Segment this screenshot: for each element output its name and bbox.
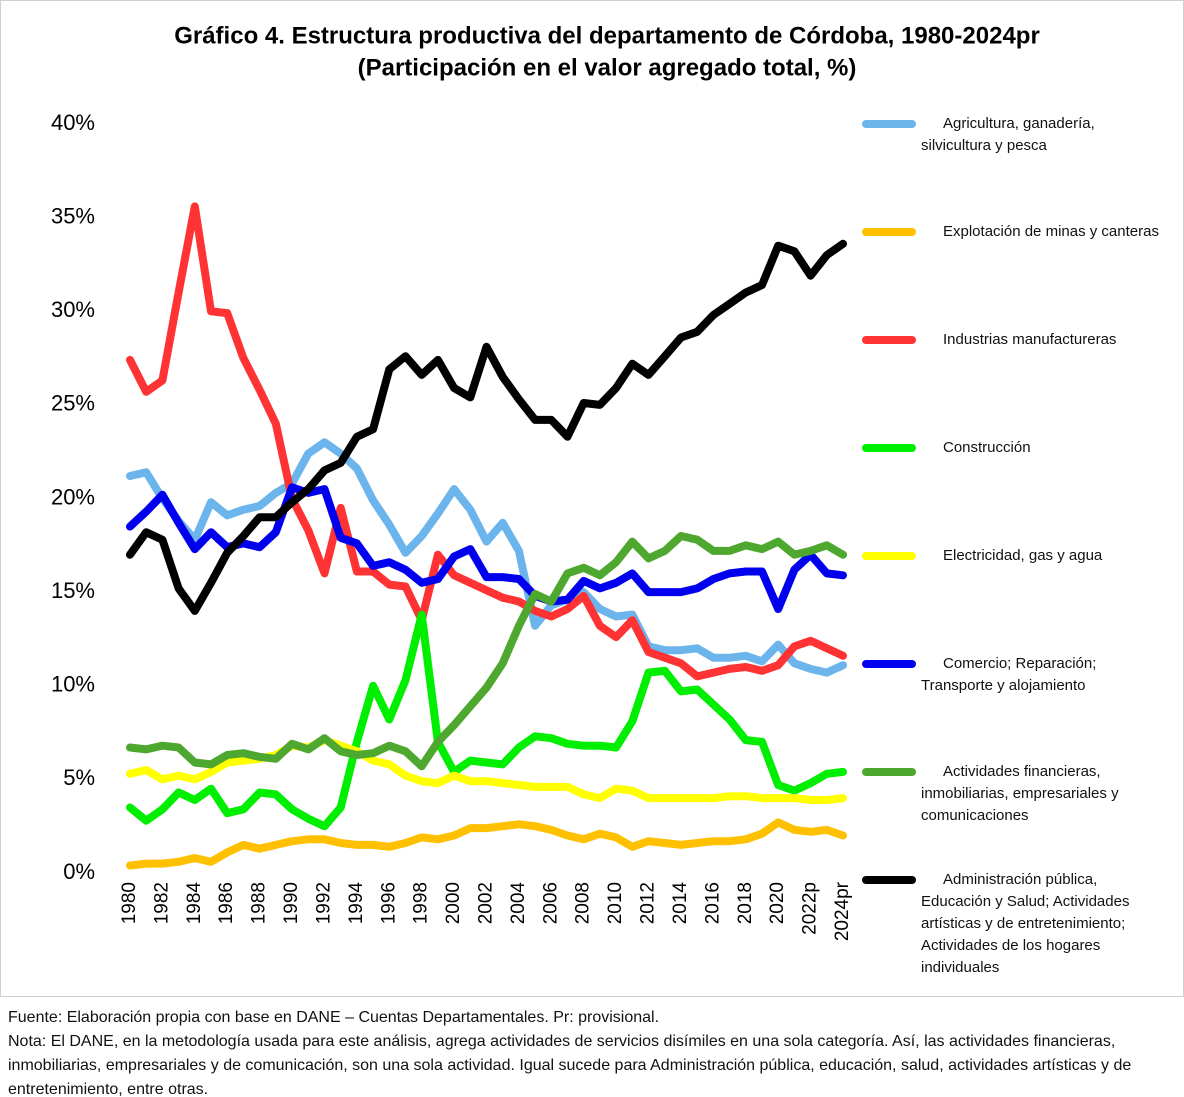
x-tick-label: 1992 [313,882,334,924]
y-tick-label: 30% [51,297,95,322]
chart-subtitle: (Participación en el valor agregado tota… [358,54,857,81]
x-tick-label: 2012 [638,882,659,924]
footnotes: Fuente: Elaboración propia con base en D… [8,1006,1178,1097]
x-tick-label: 1990 [281,882,302,924]
x-tick-label: 2018 [735,882,756,924]
x-tick-label: 1986 [216,882,237,924]
y-tick-label: 5% [63,765,95,790]
y-tick-label: 0% [63,859,95,884]
y-tick-label: 10% [51,672,95,697]
y-tick-label: 20% [51,484,95,509]
x-tick-label: 2000 [443,882,464,924]
x-tick-label: 2002 [476,882,497,924]
legend-label: Industrias manufactureras [943,331,1117,348]
series-line [126,202,847,681]
legend-label: Construcción [943,439,1031,456]
x-tick-label: 2010 [605,882,626,924]
legend-label: Administración pública, Educación y Salu… [921,871,1130,976]
y-tick-label: 40% [51,110,95,135]
x-tick-label: 2004 [508,882,529,925]
x-tick-label: 1996 [378,882,399,924]
x-tick-label: 1998 [411,882,432,924]
x-tick-label: 2008 [573,882,594,924]
x-tick-label: 2014 [670,882,691,925]
series-line [126,532,847,771]
y-tick-label: 25% [51,391,95,416]
series-line [126,239,847,615]
y-tick-label: 35% [51,203,95,228]
chart-title: Gráfico 4. Estructura productiva del dep… [174,22,1040,49]
x-tick-label: 1984 [184,882,205,925]
x-tick-label: 2024pr [832,881,853,941]
x-tick-label: 2016 [702,882,723,924]
series-line [126,610,847,831]
series-line [126,438,847,677]
legend-label: Explotación de minas y canteras [943,223,1159,240]
x-tick-label: 1980 [119,882,140,924]
legend-label: Comercio; Reparación; Transporte y aloja… [921,655,1097,694]
series-line [126,818,847,870]
chart: Gráfico 4. Estructura productiva del dep… [51,22,1040,941]
y-tick-label: 15% [51,578,95,603]
x-tick-label: 1988 [249,882,270,924]
series-line [126,736,847,804]
x-tick-label: 2020 [767,882,788,924]
x-tick-label: 1982 [151,882,172,924]
note: Nota: El DANE, en la metodología usada p… [8,1033,1132,1097]
legend-label: Actividades financieras, inmobiliarias, … [921,763,1119,824]
source: Fuente: Elaboración propia con base en D… [8,1009,660,1026]
x-tick-label: 2022p [800,882,821,935]
x-tick-label: 2006 [540,882,561,924]
legend-label: Agricultura, ganadería, silvicultura y p… [921,115,1095,154]
series-line [126,483,847,613]
x-tick-label: 1994 [346,882,367,925]
legend-label: Electricidad, gas y agua [943,547,1103,564]
